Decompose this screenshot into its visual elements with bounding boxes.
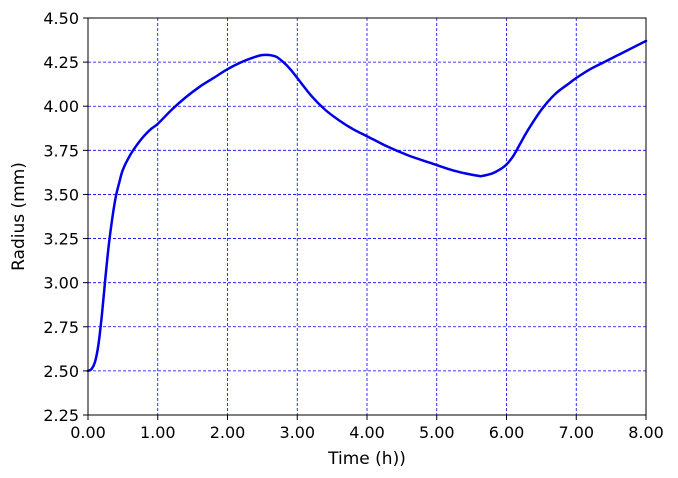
y-tick-label: 3.00 [43, 274, 79, 293]
y-tick-label: 2.50 [43, 362, 79, 381]
y-tick-label: 2.25 [43, 406, 79, 425]
x-tick-label: 1.00 [140, 423, 176, 442]
y-tick-label: 3.25 [43, 230, 79, 249]
y-axis: 2.25 2.50 2.75 3.00 3.25 3.50 3.75 4.00 4.25 4.50 [43, 9, 88, 425]
y-tick-label: 4.00 [43, 97, 79, 116]
x-tick-label: 2.00 [210, 423, 246, 442]
x-tick-label: 3.00 [279, 423, 315, 442]
y-tick-label: 3.75 [43, 141, 79, 160]
y-tick-label: 2.75 [43, 318, 79, 337]
x-tick-label: 0.00 [70, 423, 106, 442]
plot-area [86, 39, 648, 373]
x-tick-label: 8.00 [628, 423, 664, 442]
grid [88, 18, 646, 415]
y-tick-label: 3.50 [43, 185, 79, 204]
y-tick-label: 4.50 [43, 9, 79, 28]
x-axis-title: Time (h)) [327, 449, 406, 469]
x-axis: 0.00 1.00 2.00 3.00 4.00 5.00 6.00 7.00 8.00 [70, 415, 664, 442]
y-tick-label: 4.25 [43, 53, 79, 72]
y-axis-title: Radius (mm) [9, 162, 29, 271]
x-tick-label: 7.00 [558, 423, 594, 442]
x-tick-label: 6.00 [489, 423, 525, 442]
x-tick-label: 4.00 [349, 423, 385, 442]
series-line [86, 39, 648, 373]
x-tick-label: 5.00 [419, 423, 455, 442]
